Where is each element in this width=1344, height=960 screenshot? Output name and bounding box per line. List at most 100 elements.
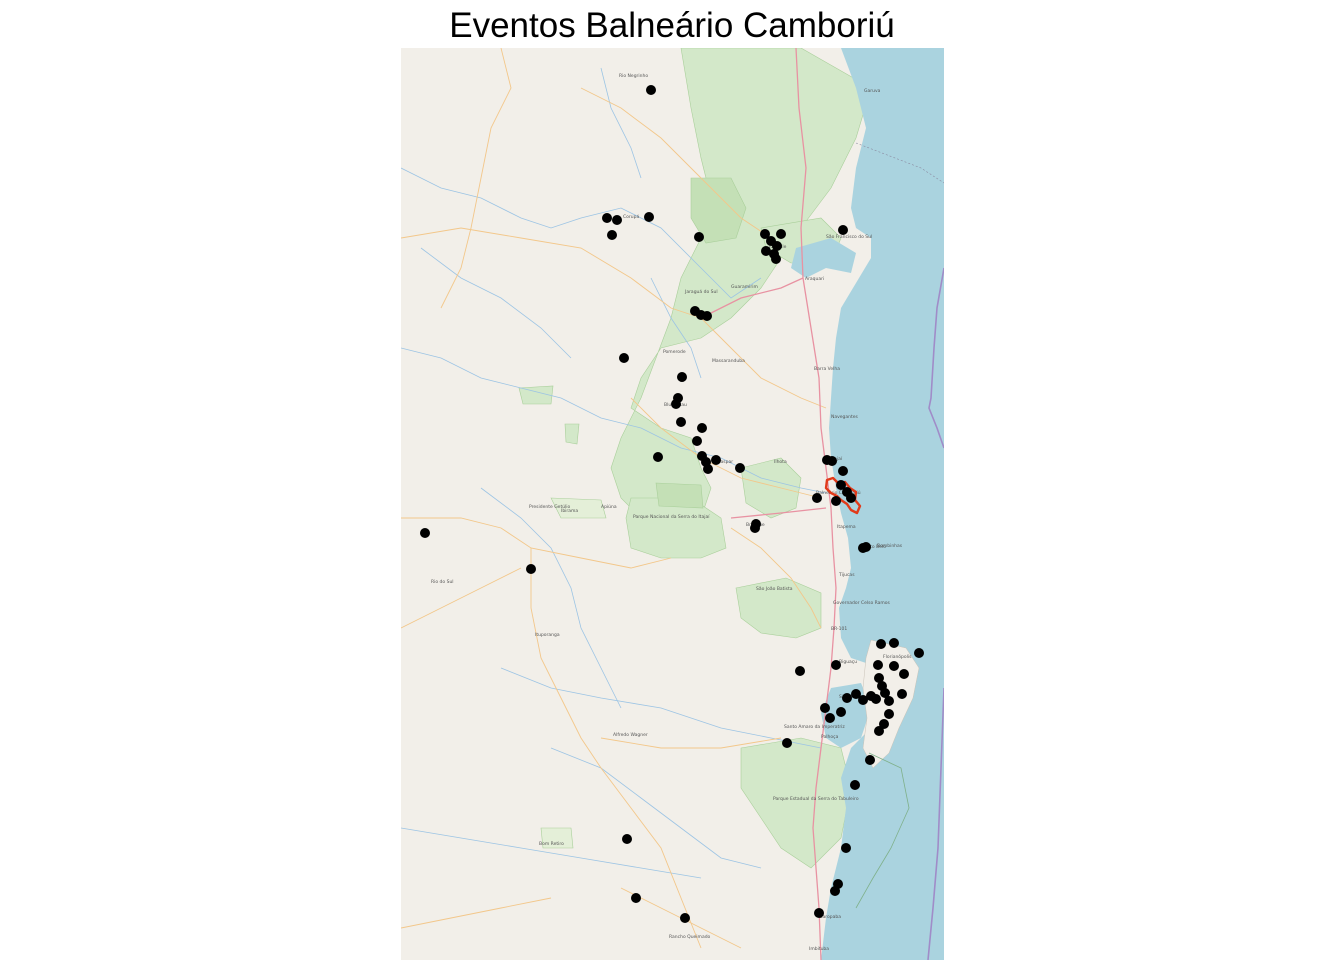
event-point[interactable] [846, 493, 856, 503]
event-point[interactable] [812, 493, 822, 503]
event-point[interactable] [622, 834, 632, 844]
label-porto-belo: Porto Belo [863, 544, 886, 550]
event-point[interactable] [865, 755, 875, 765]
label-rancho-queimado: Rancho Queimado [669, 934, 711, 940]
label-ilhota: Ilhota [774, 459, 787, 465]
event-point[interactable] [771, 254, 781, 264]
eez-dashed [855, 142, 944, 184]
event-point[interactable] [760, 229, 770, 239]
label-rio-do-sul: Rio do Sul [431, 579, 454, 585]
event-point[interactable] [772, 241, 782, 251]
event-point[interactable] [612, 215, 622, 225]
event-point[interactable] [646, 85, 656, 95]
event-point[interactable] [692, 436, 702, 446]
event-point[interactable] [841, 843, 851, 853]
event-point[interactable] [680, 913, 690, 923]
event-point[interactable] [899, 669, 909, 679]
label-tijucas: Tijucas [838, 572, 855, 578]
label-parque-itajai: Parque Nacional da Serra do Itajaí [633, 513, 710, 520]
label-gaspar: Gaspar [717, 459, 733, 465]
event-point[interactable] [776, 229, 786, 239]
event-point[interactable] [619, 353, 629, 363]
event-point[interactable] [735, 463, 745, 473]
label-guaramirim: Guaramirim [731, 284, 758, 290]
event-point[interactable] [897, 689, 907, 699]
event-point[interactable] [702, 311, 712, 321]
map-panel[interactable]: Rio Negrinho Joinville Garuva Corupá Jar… [401, 48, 944, 960]
event-point[interactable] [750, 523, 760, 533]
event-point[interactable] [914, 648, 924, 658]
event-points [420, 85, 924, 923]
major-roads [700, 48, 837, 960]
label-gov-celso-ramos: Governador Celso Ramos [833, 600, 891, 606]
event-point[interactable] [697, 423, 707, 433]
event-point[interactable] [830, 886, 840, 896]
label-sao-francisco: São Francisco do Sul [826, 234, 872, 240]
event-point[interactable] [602, 213, 612, 223]
event-point[interactable] [838, 466, 848, 476]
label-ibirama: Ibirama [561, 508, 578, 514]
event-point[interactable] [836, 707, 846, 717]
event-point[interactable] [874, 726, 884, 736]
label-araquari: Araquari [805, 276, 824, 282]
event-point[interactable] [831, 660, 841, 670]
maritime-boundaries [927, 267, 944, 960]
label-garuva: Garuva [864, 88, 881, 94]
event-point[interactable] [850, 780, 860, 790]
label-sao-joao-batista: São João Batista [756, 586, 793, 592]
event-point[interactable] [884, 696, 894, 706]
event-point[interactable] [825, 713, 835, 723]
event-point[interactable] [889, 638, 899, 648]
event-point[interactable] [671, 399, 681, 409]
label-balneario: Balneário Camboriú [816, 489, 861, 496]
rivers [401, 67, 827, 879]
label-bombinhas: Bombinhas [877, 543, 903, 549]
event-point[interactable] [644, 212, 654, 222]
label-navegantes: Navegantes [831, 414, 859, 420]
event-point[interactable] [871, 694, 881, 704]
event-point[interactable] [880, 688, 890, 698]
event-point[interactable] [874, 673, 884, 683]
label-presidente-getulio: Presidente Getúlio [529, 503, 571, 510]
event-point[interactable] [876, 639, 886, 649]
event-point[interactable] [831, 496, 841, 506]
label-santo-amaro: Santo Amaro da Imperatriz [784, 724, 845, 730]
label-itajai: Itajaí [831, 455, 843, 462]
event-point[interactable] [607, 230, 617, 240]
event-point[interactable] [677, 372, 687, 382]
event-point[interactable] [526, 564, 536, 574]
event-point[interactable] [842, 693, 852, 703]
label-massaranduba: Massaranduba [712, 358, 745, 364]
event-point[interactable] [795, 666, 805, 676]
event-point[interactable] [653, 452, 663, 462]
event-point[interactable] [889, 661, 899, 671]
event-point[interactable] [703, 464, 713, 474]
label-parque-tabuleiro: Parque Estadual da Serra do Tabuleiro [773, 796, 859, 802]
event-point[interactable] [851, 689, 861, 699]
event-point[interactable] [631, 893, 641, 903]
event-point[interactable] [814, 908, 824, 918]
label-biguacu: Biguaçu [839, 659, 857, 665]
map-canvas[interactable]: Rio Negrinho Joinville Garuva Corupá Jar… [401, 48, 944, 960]
chart-title: Eventos Balneário Camboriú [449, 6, 895, 45]
event-point[interactable] [873, 660, 883, 670]
event-point[interactable] [676, 417, 686, 427]
event-point[interactable] [884, 709, 894, 719]
event-point[interactable] [827, 456, 837, 466]
event-point[interactable] [761, 246, 771, 256]
event-point[interactable] [694, 232, 704, 242]
event-point[interactable] [782, 738, 792, 748]
label-garopaba: Garopaba [819, 914, 841, 920]
secondary-roads [401, 48, 827, 949]
event-point[interactable] [711, 455, 721, 465]
label-br101: BR-101 [831, 626, 847, 632]
event-point[interactable] [820, 703, 830, 713]
event-point[interactable] [836, 480, 846, 490]
event-point[interactable] [838, 225, 848, 235]
event-point[interactable] [861, 542, 871, 552]
event-point[interactable] [420, 528, 430, 538]
event-point[interactable] [879, 719, 889, 729]
event-point[interactable] [858, 695, 868, 705]
label-imbituba: Imbituba [809, 946, 829, 952]
label-florianopolis: Florianópolis [883, 653, 912, 660]
